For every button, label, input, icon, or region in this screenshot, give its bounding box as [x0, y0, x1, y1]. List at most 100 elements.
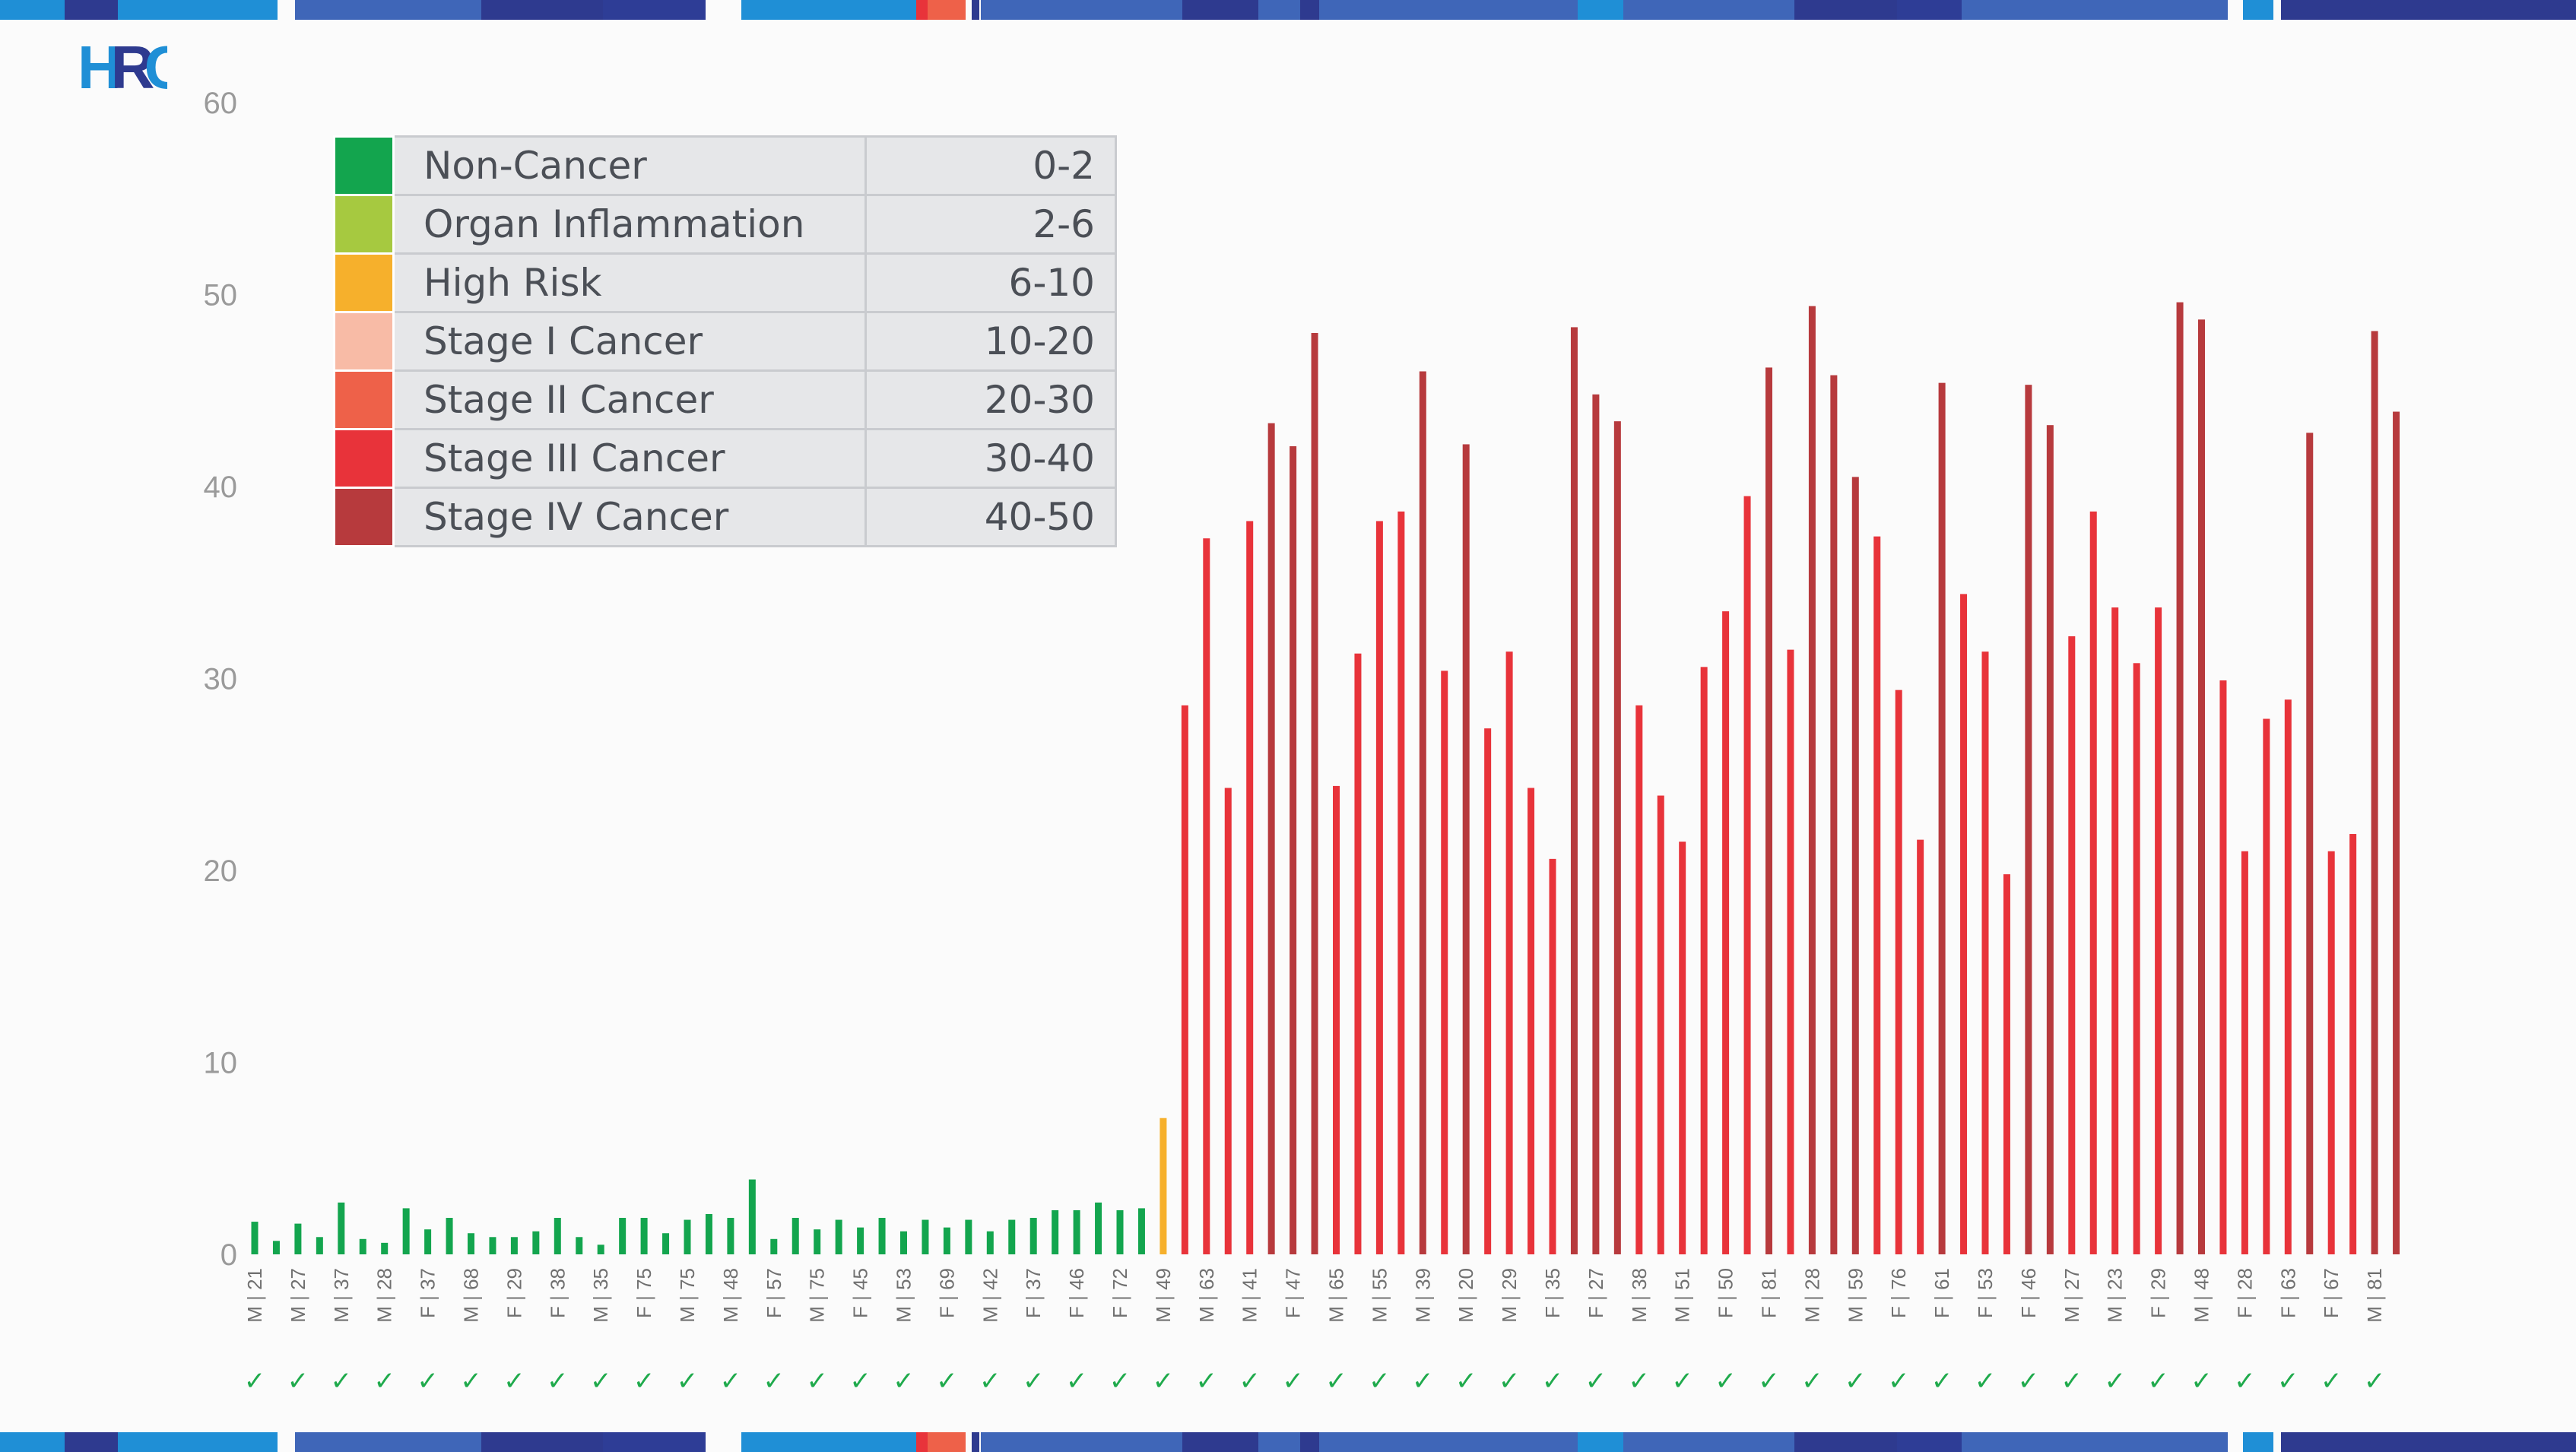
bar [2068, 636, 2076, 1254]
check-icon: ✓ [1845, 1366, 1867, 1397]
y-tick-label: 10 [204, 1047, 238, 1080]
check-icon: ✓ [1671, 1366, 1693, 1397]
check-icon: ✓ [720, 1366, 742, 1397]
check-icon: ✓ [244, 1366, 266, 1397]
check-icon: ✓ [1023, 1366, 1045, 1397]
stripe-segment [1300, 1432, 1319, 1452]
stripe-segment [1182, 1432, 1258, 1452]
category-label: F | 67 [2320, 1268, 2343, 1318]
check-icon: ✓ [1585, 1366, 1607, 1397]
bar [1981, 651, 1989, 1254]
category-label: M | 48 [719, 1268, 742, 1323]
bar [1917, 839, 1924, 1254]
check-icon: ✓ [287, 1366, 309, 1397]
bar [1808, 306, 1816, 1254]
stripe-segment [1623, 0, 1794, 20]
bar [446, 1218, 453, 1254]
check-icon: ✓ [1325, 1366, 1347, 1397]
stripe-segment [481, 0, 603, 20]
category-label: M | 68 [460, 1268, 483, 1323]
category-label: F | 27 [1585, 1268, 1607, 1318]
check-icon: ✓ [1369, 1366, 1391, 1397]
legend-range: 20-30 [864, 369, 1117, 430]
category-label: M | 75 [806, 1268, 829, 1323]
category-label: M | 35 [589, 1268, 612, 1323]
legend-row: Stage III Cancer 30-40 [333, 428, 1117, 489]
bar [1613, 421, 1621, 1254]
legend-row: Non-Cancer 0-2 [333, 135, 1117, 196]
category-label: M | 27 [2060, 1268, 2083, 1323]
score-legend: Non-Cancer 0-2 Organ Inflammation 2-6 High R… [333, 135, 1117, 547]
check-icon: ✓ [1282, 1366, 1304, 1397]
stripe-segment [1897, 1432, 1962, 1452]
stripe-segment [2281, 1432, 2576, 1452]
check-icon: ✓ [1066, 1366, 1088, 1397]
category-label: M | 53 [893, 1268, 915, 1323]
bar [662, 1233, 670, 1254]
check-icon: ✓ [373, 1366, 395, 1397]
stripe-segment [1300, 0, 1319, 20]
y-tick-label: 60 [204, 87, 238, 120]
category-label: M | 37 [330, 1268, 353, 1323]
bar [1484, 728, 1492, 1254]
check-icon: ✓ [1196, 1366, 1218, 1397]
bar [1895, 690, 1902, 1254]
category-label: M | 51 [1671, 1268, 1694, 1323]
category-label: M | 23 [2104, 1268, 2127, 1323]
bar [2219, 680, 2227, 1254]
bar [1830, 375, 1838, 1254]
check-icon: ✓ [1153, 1366, 1175, 1397]
bar [1375, 521, 1383, 1254]
bar [381, 1242, 389, 1254]
category-label: F | 72 [1109, 1268, 1131, 1318]
category-label: F | 45 [849, 1268, 872, 1318]
bar [1354, 653, 1362, 1254]
bar [1267, 423, 1275, 1254]
legend-swatch [333, 194, 395, 255]
category-label: F | 53 [1974, 1268, 1997, 1318]
check-icon: ✓ [1542, 1366, 1564, 1397]
legend-swatch [333, 311, 395, 372]
check-icon: ✓ [2061, 1366, 2083, 1397]
check-icon: ✓ [1715, 1366, 1737, 1397]
bar [1116, 1209, 1124, 1254]
check-icon: ✓ [331, 1366, 353, 1397]
bar [2349, 834, 2357, 1254]
bar [900, 1231, 907, 1254]
stripe-segment [118, 0, 278, 20]
category-label: M | 59 [1844, 1268, 1867, 1323]
category-label: F | 61 [1930, 1268, 1953, 1318]
check-icon: ✓ [1109, 1366, 1131, 1397]
bar [1873, 536, 1881, 1254]
bar [251, 1222, 259, 1254]
stripe-segment [928, 0, 966, 20]
bar [1743, 496, 1751, 1254]
bar [2263, 718, 2270, 1254]
check-icon: ✓ [1888, 1366, 1910, 1397]
bar [943, 1227, 950, 1254]
check-icon: ✓ [2234, 1366, 2256, 1397]
hrc-logo: HRC [78, 33, 167, 101]
bar [2306, 433, 2314, 1254]
bar [424, 1229, 432, 1254]
y-axis: 0 10 20 30 40 50 60 [204, 87, 238, 1272]
bar [1592, 394, 1600, 1254]
legend-label: Stage I Cancer [392, 311, 867, 372]
y-tick-label: 50 [204, 279, 238, 312]
bar [1505, 651, 1513, 1254]
category-label: F | 46 [2017, 1268, 2040, 1318]
bar [468, 1233, 474, 1254]
legend-swatch [333, 369, 395, 430]
check-icon: ✓ [849, 1366, 871, 1397]
legend-label: Stage IV Cancer [392, 487, 867, 547]
check-icon: ✓ [633, 1366, 655, 1397]
bar [402, 1208, 410, 1254]
stripe-segment [1962, 0, 2228, 20]
category-label: F | 35 [1541, 1268, 1564, 1318]
check-icon: ✓ [979, 1366, 1001, 1397]
bar [2198, 319, 2205, 1255]
stripe-segment [1962, 1432, 2228, 1452]
stripe-segment [118, 1432, 278, 1452]
bar [1700, 667, 1708, 1254]
check-icon: ✓ [1931, 1366, 1953, 1397]
